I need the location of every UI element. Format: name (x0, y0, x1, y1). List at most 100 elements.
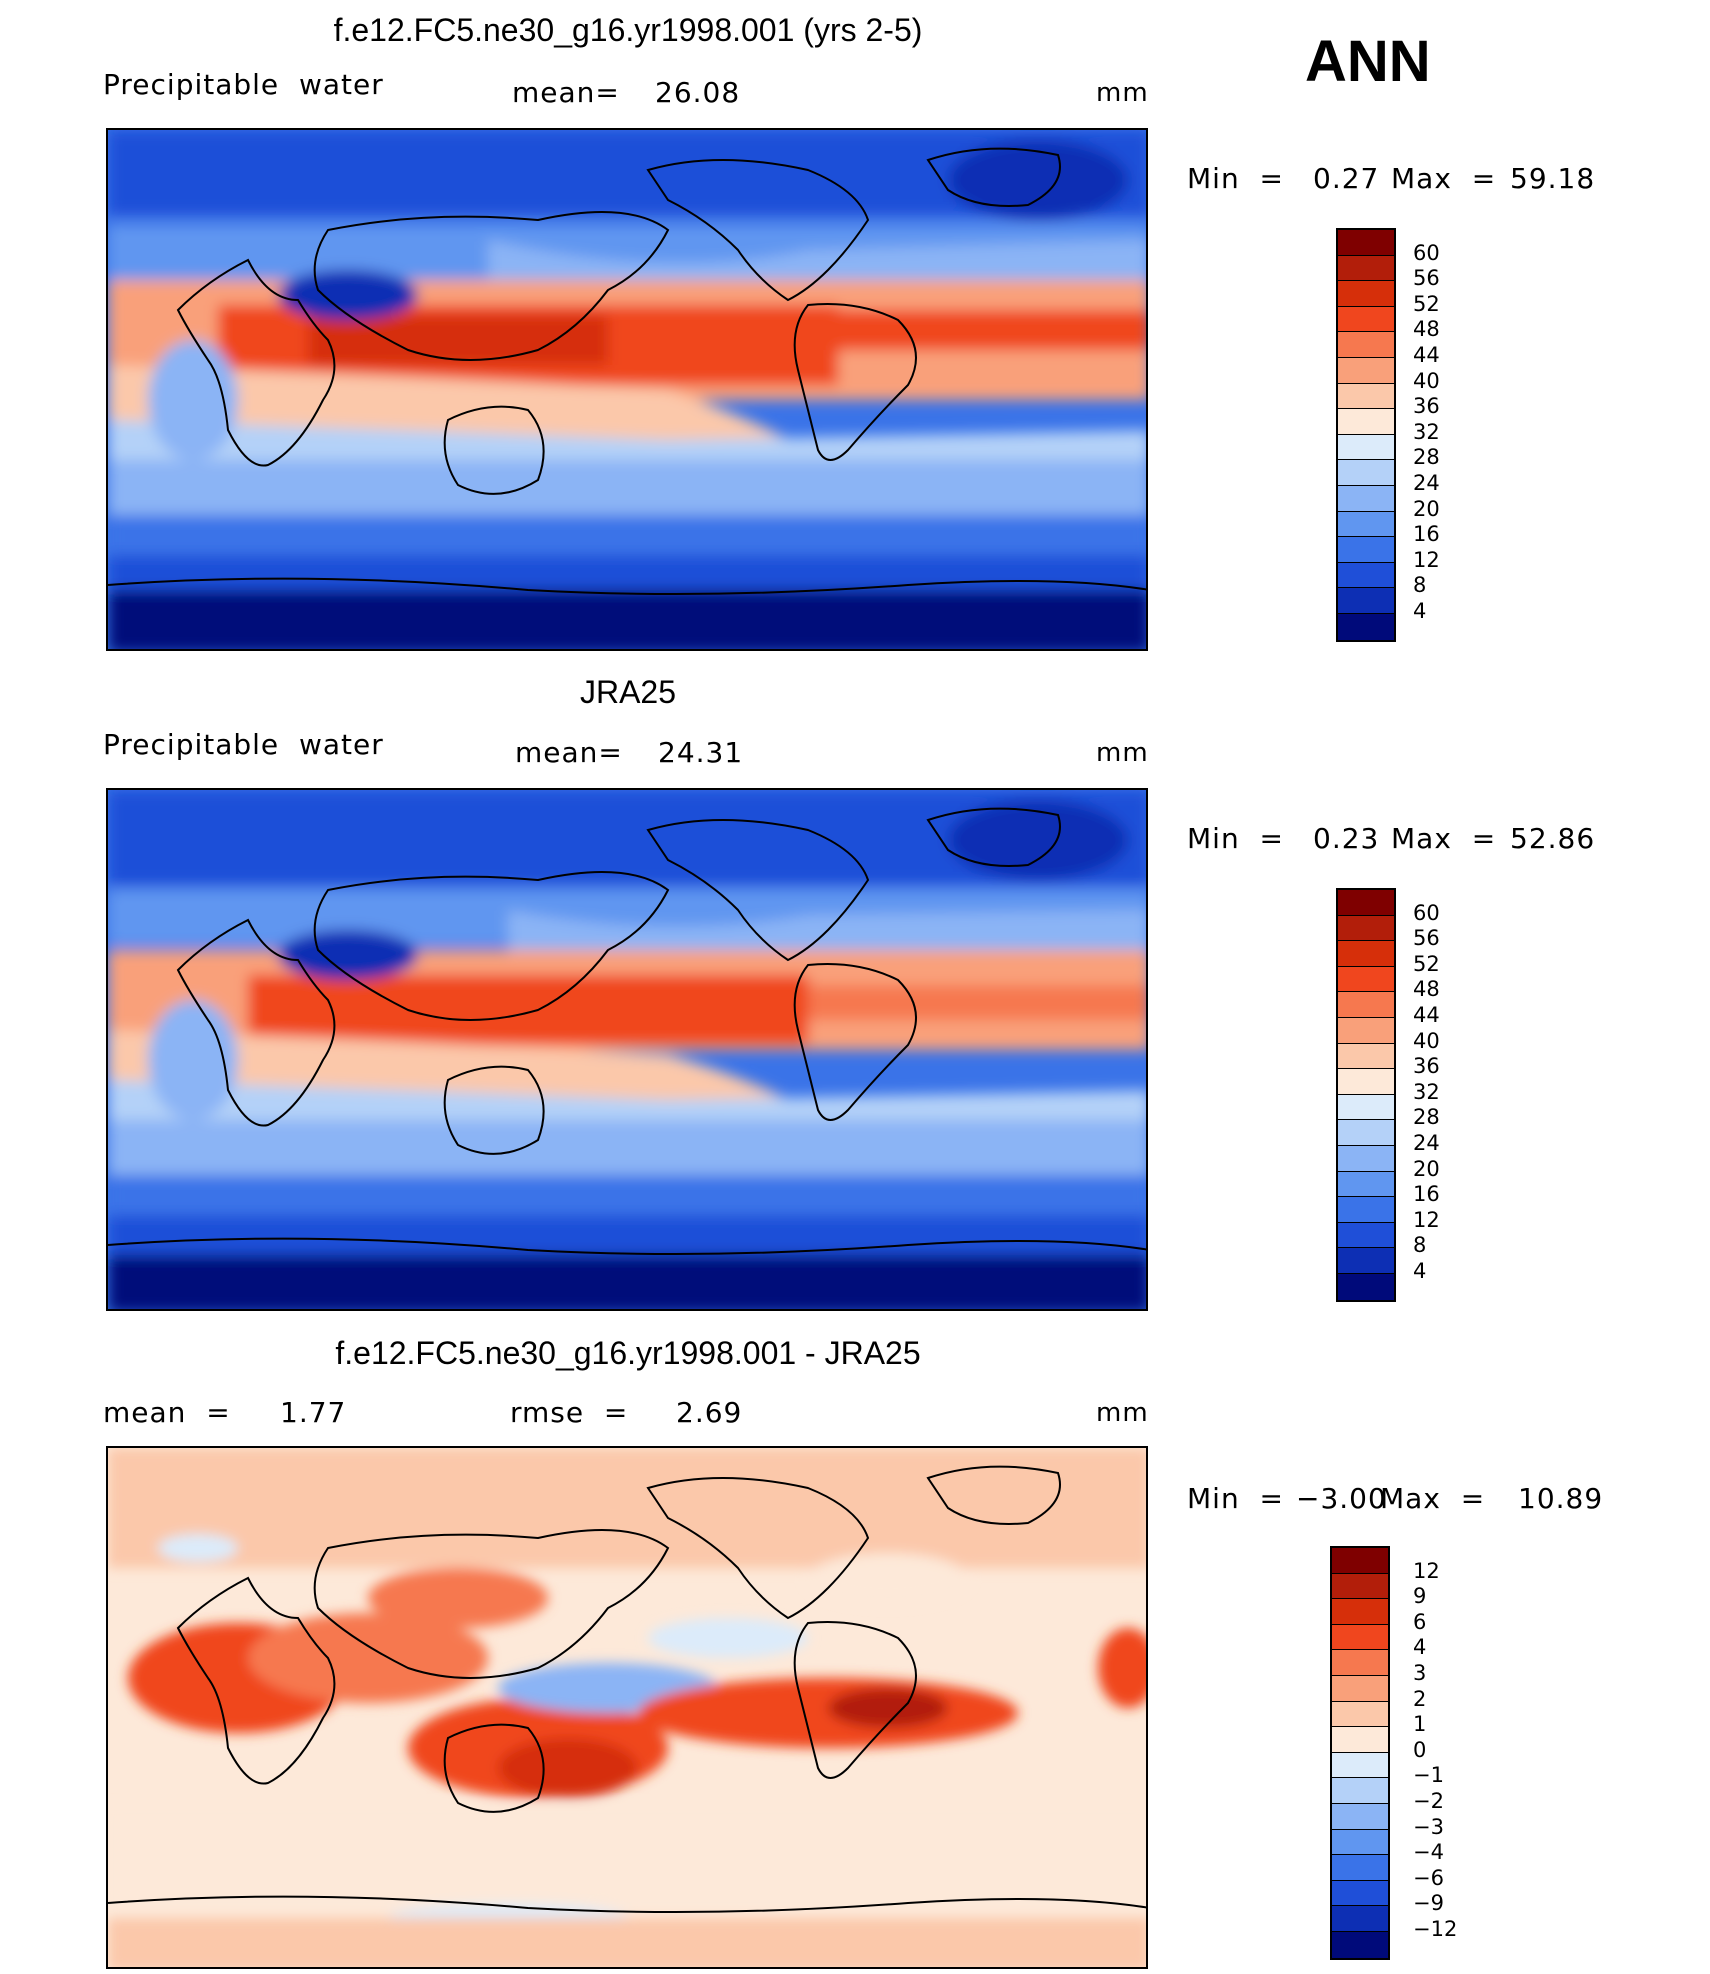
colorbar-tick-label: 12 (1413, 547, 1440, 572)
panel2-colorbar (1336, 888, 1396, 1302)
colorbar-tick-label: 16 (1413, 522, 1440, 547)
colorbar-swatch (1338, 915, 1394, 942)
colorbar-swatch (1332, 1624, 1388, 1651)
colorbar-tick-label: 3 (1413, 1661, 1427, 1685)
colorbar-swatch (1338, 511, 1394, 538)
colorbar-swatch (1338, 1197, 1394, 1223)
colorbar-tick-label: 32 (1413, 419, 1440, 444)
colorbar-swatch (1338, 890, 1394, 916)
colorbar-swatch (1338, 281, 1394, 307)
panel1-variable-label: Precipitable water (103, 68, 384, 101)
colorbar-swatch (1338, 613, 1394, 640)
panel2-max-label: Max = (1391, 822, 1497, 855)
panel3-mean-value: 1.77 (280, 1396, 347, 1429)
colorbar-tick-label: 8 (1413, 1233, 1427, 1258)
colorbar-swatch (1332, 1752, 1388, 1779)
colorbar-swatch (1338, 306, 1394, 333)
colorbar-tick-label: 9 (1413, 1584, 1427, 1609)
colorbar-swatch (1338, 966, 1394, 993)
colorbar-tick-label: 56 (1413, 266, 1440, 291)
colorbar-swatch (1338, 1248, 1394, 1274)
colorbar-swatch (1338, 230, 1394, 256)
colorbar-tick-label: 4 (1413, 599, 1427, 623)
colorbar-swatch (1338, 1120, 1394, 1146)
colorbar-tick-label: 12 (1413, 1558, 1440, 1583)
colorbar-swatch (1338, 383, 1394, 410)
colorbar-tick-label: 56 (1413, 926, 1440, 951)
panel3-title: f.e12.FC5.ne30_g16.yr1998.001 - JRA25 (335, 1335, 921, 1371)
colorbar-swatch (1332, 1803, 1388, 1830)
colorbar-tick-label: −6 (1413, 1865, 1444, 1890)
colorbar-tick-label: 36 (1413, 1054, 1440, 1079)
panel1-map (106, 128, 1148, 651)
panel3-units: mm (1096, 1398, 1149, 1428)
panel3-rmse-label: rmse = (510, 1396, 629, 1429)
panel1-map-plot (108, 130, 1146, 649)
panel3-rmse-value: 2.69 (676, 1396, 743, 1429)
colorbar-tick-label: 40 (1413, 1028, 1440, 1053)
colorbar-tick-label: 20 (1413, 496, 1440, 521)
colorbar-swatch (1332, 1701, 1388, 1728)
colorbar-tick-label: 44 (1413, 343, 1440, 367)
panel1-min-label: Min = (1187, 162, 1284, 195)
colorbar-tick-label: 12 (1413, 1207, 1440, 1232)
colorbar-swatch (1332, 1906, 1388, 1932)
panel1-title: f.e12.FC5.ne30_g16.yr1998.001 (yrs 2-5) (333, 12, 923, 48)
panel2-mean-label: mean= (515, 736, 623, 769)
colorbar-swatch (1338, 992, 1394, 1018)
colorbar-tick-label: −3 (1413, 1814, 1444, 1839)
colorbar-swatch (1332, 1880, 1388, 1907)
colorbar-swatch (1338, 1222, 1394, 1249)
colorbar-swatch (1332, 1675, 1388, 1702)
colorbar-swatch (1338, 1017, 1394, 1044)
colorbar-swatch (1332, 1650, 1388, 1676)
colorbar-tick-label: −12 (1413, 1917, 1458, 1941)
colorbar-swatch (1338, 357, 1394, 384)
panel3-max-label: Max = (1380, 1482, 1486, 1515)
panel2-mean-value: 24.31 (658, 736, 744, 769)
season-label: ANN (1305, 29, 1431, 94)
colorbar-swatch (1338, 1094, 1394, 1121)
panel1-colorbar (1336, 228, 1396, 642)
colorbar-swatch (1338, 1171, 1394, 1198)
colorbar-tick-label: 16 (1413, 1182, 1440, 1207)
colorbar-swatch (1332, 1573, 1388, 1600)
panel3-colorbar (1330, 1546, 1390, 1960)
panel2-min-value: 0.23 (1313, 822, 1380, 855)
panel2-map-plot (108, 790, 1146, 1309)
colorbar-swatch (1338, 1145, 1394, 1172)
colorbar-swatch (1338, 1273, 1394, 1300)
panel1-mean-label: mean= (512, 76, 620, 109)
panel2-title: JRA25 (579, 674, 677, 710)
panel1-min-value: 0.27 (1313, 162, 1380, 195)
colorbar-swatch (1332, 1855, 1388, 1881)
colorbar-swatch (1332, 1829, 1388, 1856)
colorbar-tick-label: 36 (1413, 394, 1440, 419)
colorbar-tick-label: 2 (1413, 1686, 1427, 1711)
colorbar-tick-label: 28 (1413, 445, 1440, 470)
colorbar-swatch (1332, 1931, 1388, 1958)
panel1-units: mm (1096, 78, 1149, 108)
colorbar-swatch (1338, 434, 1394, 461)
colorbar-swatch (1338, 409, 1394, 435)
colorbar-tick-label: 20 (1413, 1156, 1440, 1181)
colorbar-tick-label: 52 (1413, 951, 1440, 976)
panel3-min-label: Min = (1187, 1482, 1284, 1515)
colorbar-tick-label: 60 (1413, 900, 1440, 925)
colorbar-swatch (1338, 588, 1394, 614)
panel3-mean-label: mean = (103, 1396, 231, 1429)
colorbar-swatch (1338, 485, 1394, 512)
panel1-mean-value: 26.08 (655, 76, 741, 109)
colorbar-swatch (1332, 1778, 1388, 1804)
panel1-max-label: Max = (1391, 162, 1497, 195)
colorbar-tick-label: 6 (1413, 1609, 1427, 1634)
colorbar-swatch (1338, 1069, 1394, 1095)
colorbar-swatch (1332, 1548, 1388, 1574)
colorbar-swatch (1338, 255, 1394, 282)
panel3-min-value: −3.00 (1296, 1482, 1387, 1515)
colorbar-tick-label: 32 (1413, 1079, 1440, 1104)
panel1-max-value: 59.18 (1510, 162, 1596, 195)
panel3-max-value: 10.89 (1518, 1482, 1604, 1515)
colorbar-tick-label: −2 (1413, 1789, 1444, 1813)
colorbar-tick-label: 4 (1413, 1635, 1427, 1660)
